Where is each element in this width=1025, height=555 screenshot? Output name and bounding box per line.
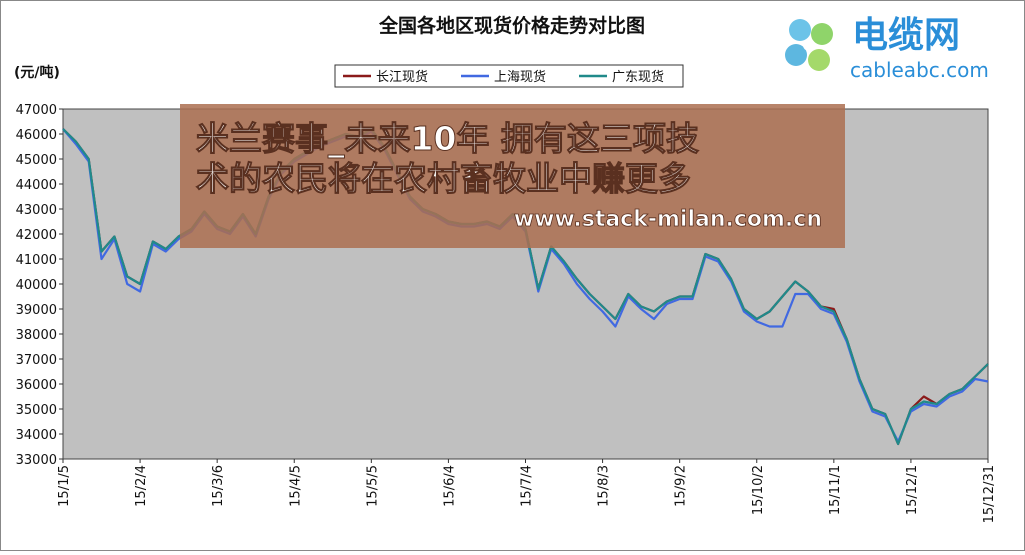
overlay: 米兰赛事_未来10年 拥有这三项技 术的农民将在农村畜牧业中赚更多 www.st… — [180, 104, 845, 248]
y-tick-label: 47000 — [16, 103, 57, 118]
y-tick-label: 37000 — [16, 353, 57, 368]
y-tick-label: 39000 — [16, 303, 57, 318]
overlay-headline: 米兰赛事_未来10年 拥有这三项技 — [196, 119, 699, 158]
chart-title: 全国各地区现货价格走势对比图 — [378, 14, 645, 37]
y-tick-label: 46000 — [16, 128, 57, 143]
x-tick-label: 15/6/4 — [442, 465, 457, 507]
y-axis-label: (元/吨) — [14, 64, 60, 81]
x-tick-label: 15/7/4 — [520, 465, 535, 507]
y-tick-label: 41000 — [16, 253, 57, 268]
legend-label: 长江现货 — [376, 69, 428, 85]
y-tick-label: 38000 — [16, 328, 57, 343]
x-tick-label: 15/1/5 — [57, 465, 72, 507]
legend-label: 广东现货 — [612, 69, 664, 85]
y-tick-label: 45000 — [16, 153, 57, 168]
y-tick-label: 34000 — [16, 428, 57, 443]
y-tick-label: 42000 — [16, 228, 57, 243]
legend-box — [334, 64, 684, 88]
logo: 电缆网 cableabc.com — [785, 15, 989, 82]
x-tick-label: 15/12/31 — [982, 465, 997, 523]
x-tick-label: 15/8/3 — [597, 465, 612, 507]
x-tick-label: 15/9/2 — [674, 465, 689, 507]
x-tick-label: 15/2/4 — [134, 465, 149, 507]
legend-label: 上海现货 — [494, 69, 546, 85]
logo-name: 电缆网 — [852, 15, 960, 56]
x-tick-label: 15/5/5 — [365, 465, 380, 507]
y-tick-label: 43000 — [16, 203, 57, 218]
y-tick-label: 35000 — [16, 403, 57, 418]
logo-domain: cableabc.com — [850, 58, 989, 82]
x-tick-label: 15/10/2 — [751, 465, 766, 515]
x-tick-label: 15/3/6 — [211, 465, 226, 507]
x-tick-label: 15/12/1 — [905, 465, 920, 515]
y-tick-label: 36000 — [16, 378, 57, 393]
overlay-headline: 术的农民将在农村畜牧业中赚更多 — [196, 159, 691, 198]
y-tick-label: 33000 — [16, 453, 57, 468]
x-tick-label: 15/11/1 — [828, 465, 843, 515]
x-tick-label: 15/4/5 — [288, 465, 303, 507]
y-tick-label: 40000 — [16, 278, 57, 293]
y-tick-label: 44000 — [16, 178, 57, 193]
overlay-banner — [180, 104, 845, 248]
overlay-url: www.stack-milan.com.cn — [514, 207, 822, 232]
legend: 长江现货 上海现货 广东现货 — [334, 64, 684, 88]
